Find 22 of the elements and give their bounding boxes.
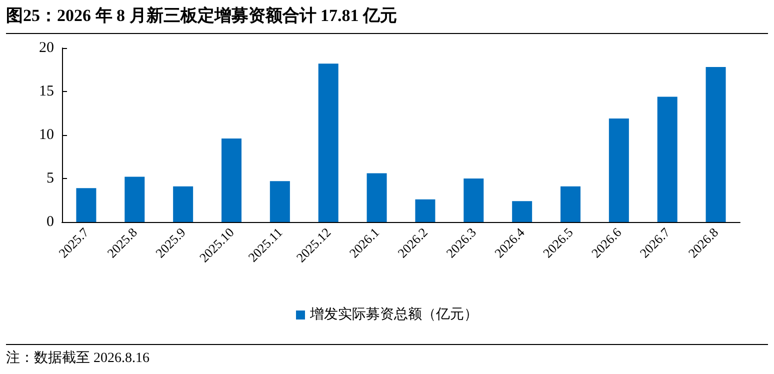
bar xyxy=(124,176,145,222)
y-tick-label: 20 xyxy=(39,40,54,56)
bar xyxy=(415,199,436,222)
bar xyxy=(464,178,484,222)
y-tick-label: 0 xyxy=(46,214,54,230)
text: 注：数据截至 2026.8.16 xyxy=(6,344,768,367)
bar xyxy=(608,118,629,222)
bar xyxy=(222,138,242,222)
y-tick-label: 5 xyxy=(46,170,54,186)
bar xyxy=(366,173,387,222)
bar xyxy=(270,181,290,222)
bar xyxy=(76,188,96,222)
y-tick-label: 15 xyxy=(39,84,54,100)
bar xyxy=(706,67,726,222)
bar xyxy=(657,96,678,222)
bar xyxy=(318,64,338,222)
bar xyxy=(173,186,194,222)
bar xyxy=(512,201,532,222)
y-tick-label: 10 xyxy=(39,127,54,143)
legend-label: 增发实际募资总额（亿元） xyxy=(309,306,478,322)
chart-title: 图25：2026 年 8 月新三板定增募资额合计 17.81 亿元 xyxy=(6,4,768,34)
bar xyxy=(560,186,580,222)
